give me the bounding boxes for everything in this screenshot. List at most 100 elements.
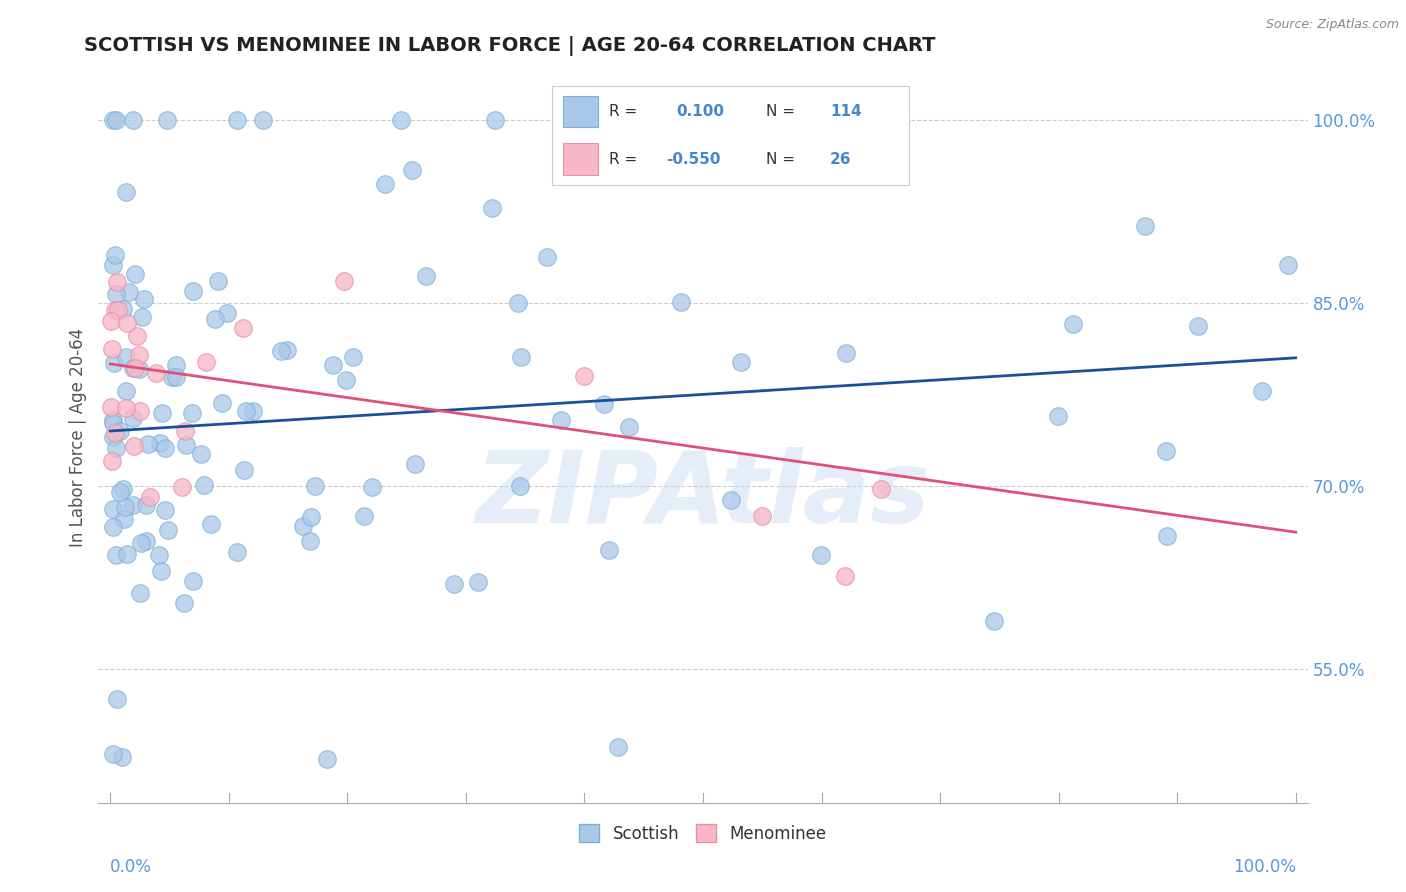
Point <box>401 162 423 177</box>
Point <box>101 258 124 272</box>
Point <box>104 303 127 318</box>
Point <box>122 498 145 512</box>
Point <box>115 401 138 416</box>
Point <box>136 437 159 451</box>
Point <box>112 483 135 497</box>
Point <box>138 490 160 504</box>
Point <box>128 361 150 376</box>
Point <box>124 267 146 281</box>
Point <box>105 275 128 289</box>
Point <box>443 577 465 591</box>
Point <box>536 251 558 265</box>
Point <box>145 366 167 380</box>
Point <box>114 384 136 398</box>
Point <box>111 301 134 316</box>
Point <box>135 534 157 549</box>
Point <box>190 447 212 461</box>
Point <box>810 548 832 562</box>
Point <box>467 574 489 589</box>
Point <box>114 500 136 514</box>
Point <box>983 614 1005 628</box>
Point <box>153 503 176 517</box>
Point <box>101 430 124 444</box>
Point <box>170 480 193 494</box>
Point <box>118 285 141 299</box>
Point <box>122 439 145 453</box>
Point <box>148 548 170 562</box>
Point <box>1156 529 1178 543</box>
Point <box>156 113 179 128</box>
Text: 0.0%: 0.0% <box>110 857 152 876</box>
Point <box>215 305 238 319</box>
Point <box>226 113 249 128</box>
Point <box>235 404 257 418</box>
Point <box>509 479 531 493</box>
Point <box>173 596 195 610</box>
Point <box>107 692 129 706</box>
Point <box>156 523 179 537</box>
Point <box>332 274 354 288</box>
Point <box>316 751 339 765</box>
Point <box>104 441 127 455</box>
Point <box>1154 443 1177 458</box>
Legend: Scottish, Menominee: Scottish, Menominee <box>572 818 834 849</box>
Point <box>751 509 773 524</box>
Point <box>165 369 187 384</box>
Point <box>114 185 136 199</box>
Point <box>353 508 375 523</box>
Point <box>155 442 177 456</box>
Text: ZIPAtlas: ZIPAtlas <box>475 447 931 544</box>
Point <box>103 356 125 370</box>
Point <box>181 406 204 420</box>
Point <box>101 113 124 128</box>
Point <box>200 517 222 532</box>
Point <box>211 395 233 409</box>
Text: 100.0%: 100.0% <box>1233 857 1296 876</box>
Point <box>361 480 384 494</box>
Point <box>128 586 150 600</box>
Point <box>322 358 344 372</box>
Point <box>252 113 274 128</box>
Point <box>619 420 641 434</box>
Point <box>481 201 503 215</box>
Point <box>165 358 187 372</box>
Point <box>607 739 630 754</box>
Point <box>135 498 157 512</box>
Point <box>128 348 150 362</box>
Point <box>117 316 139 330</box>
Point <box>276 343 298 358</box>
Point <box>108 485 131 500</box>
Point <box>101 416 124 430</box>
Point <box>835 346 858 360</box>
Point <box>100 314 122 328</box>
Point <box>484 113 506 128</box>
Point <box>713 113 735 128</box>
Point <box>181 574 204 588</box>
Point <box>598 543 620 558</box>
Point <box>129 535 152 549</box>
Point <box>404 458 426 472</box>
Point <box>1046 409 1069 424</box>
Point <box>1187 319 1209 334</box>
Point <box>194 354 217 368</box>
Point <box>149 565 172 579</box>
Point <box>112 512 135 526</box>
Point <box>1277 258 1299 272</box>
Y-axis label: In Labor Force | Age 20-64: In Labor Force | Age 20-64 <box>69 327 87 547</box>
Point <box>181 285 204 299</box>
Point <box>110 425 132 439</box>
Point <box>1062 318 1084 332</box>
Point <box>115 548 138 562</box>
Point <box>342 351 364 365</box>
Point <box>298 534 321 549</box>
Point <box>101 520 124 534</box>
Point <box>720 492 742 507</box>
Point <box>121 113 143 128</box>
Point <box>150 406 173 420</box>
Point <box>225 545 247 559</box>
Point <box>207 274 229 288</box>
Point <box>574 369 596 384</box>
Point <box>132 292 155 306</box>
Point <box>149 436 172 450</box>
Point <box>232 320 254 334</box>
